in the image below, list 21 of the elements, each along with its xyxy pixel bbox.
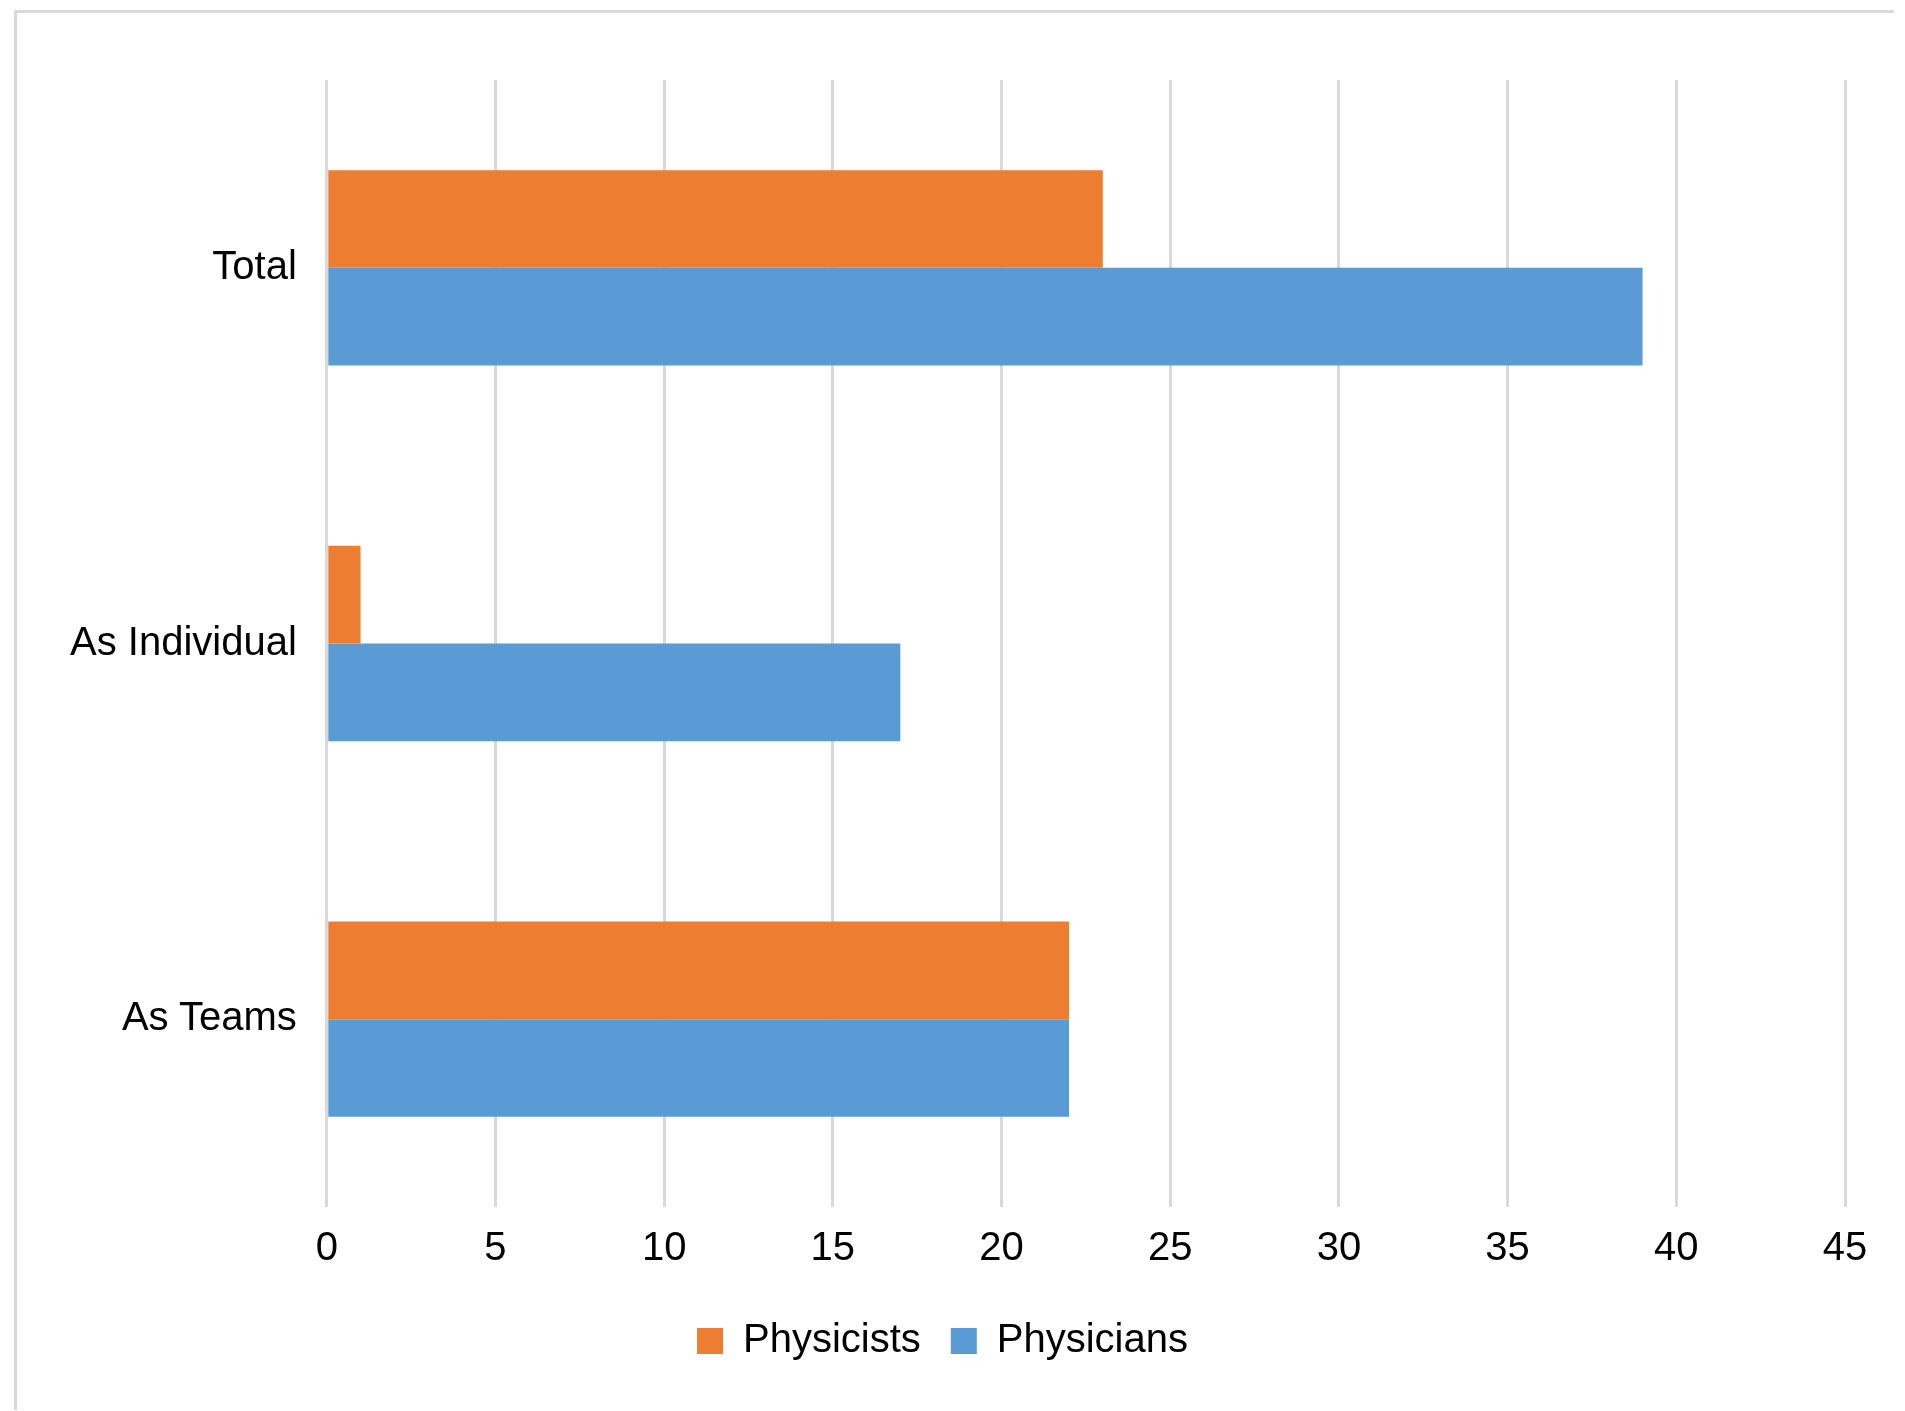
x-tick-label: 5 xyxy=(484,1224,507,1269)
x-tick-label: 35 xyxy=(1485,1224,1530,1269)
bar xyxy=(328,267,1643,366)
x-tick-label: 0 xyxy=(315,1224,338,1269)
bar xyxy=(328,643,901,742)
legend-label: Physicists xyxy=(743,1316,921,1361)
bar xyxy=(328,1019,1070,1117)
y-tick-label: Total xyxy=(212,242,297,287)
x-tick-label: 15 xyxy=(810,1224,856,1269)
x-tick-label: 25 xyxy=(1147,1224,1193,1269)
bar xyxy=(328,545,361,644)
x-tick-label: 10 xyxy=(641,1224,687,1269)
y-tick-label: As Individual xyxy=(70,618,297,663)
x-tick-label: 40 xyxy=(1654,1224,1699,1269)
x-tick-label: 20 xyxy=(979,1224,1024,1269)
legend-label: Physicians xyxy=(996,1316,1189,1361)
bar xyxy=(328,170,1103,268)
bar xyxy=(328,921,1070,1020)
y-tick-label: As Teams xyxy=(121,994,297,1039)
x-tick-label: 45 xyxy=(1822,1224,1868,1269)
x-tick-label: 30 xyxy=(1316,1224,1362,1269)
